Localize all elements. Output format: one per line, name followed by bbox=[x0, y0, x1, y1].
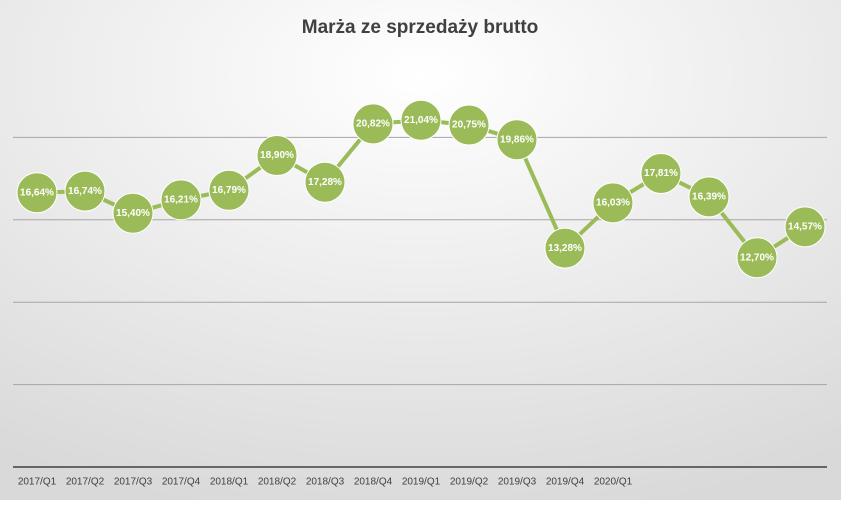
x-tick-label: 2018/Q4 bbox=[354, 477, 393, 488]
marker bbox=[352, 103, 394, 145]
data-label: 13,28% bbox=[548, 243, 582, 254]
data-label: 16,03% bbox=[596, 197, 630, 208]
marker bbox=[112, 192, 154, 234]
x-tick-label: 2019/Q1 bbox=[402, 477, 441, 488]
data-label: 18,90% bbox=[260, 150, 294, 161]
data-label: 20,75% bbox=[452, 120, 486, 131]
data-label: 17,28% bbox=[308, 177, 342, 188]
marker bbox=[256, 135, 298, 177]
x-tick-label: 2017/Q1 bbox=[18, 477, 57, 488]
data-label: 16,79% bbox=[212, 185, 246, 196]
data-label: 21,04% bbox=[404, 115, 438, 126]
data-label: 17,81% bbox=[644, 168, 678, 179]
marker bbox=[688, 176, 730, 218]
marker bbox=[160, 179, 202, 221]
marker bbox=[16, 172, 58, 214]
data-label: 16,64% bbox=[20, 187, 54, 198]
x-tick-label: 2018/Q3 bbox=[306, 477, 345, 488]
marker bbox=[640, 152, 682, 194]
marker bbox=[448, 104, 490, 146]
x-tick-label: 2019/Q3 bbox=[498, 477, 537, 488]
x-tick-label: 2017/Q4 bbox=[162, 477, 201, 488]
marker bbox=[496, 119, 538, 161]
marker bbox=[304, 161, 346, 203]
data-label: 19,86% bbox=[500, 134, 534, 145]
data-label: 20,82% bbox=[356, 119, 390, 130]
marker bbox=[400, 99, 442, 141]
marker bbox=[784, 206, 826, 248]
data-label: 14,57% bbox=[788, 222, 822, 233]
data-label: 16,21% bbox=[164, 194, 198, 205]
marker bbox=[544, 227, 586, 269]
x-tick-label: 2018/Q1 bbox=[210, 477, 249, 488]
marker bbox=[64, 170, 106, 212]
marker bbox=[736, 237, 778, 279]
x-tick-label: 2019/Q4 bbox=[546, 477, 585, 488]
chart-title: Marża ze sprzedaży brutto bbox=[302, 17, 539, 38]
data-label: 15,40% bbox=[116, 208, 150, 219]
data-label: 12,70% bbox=[740, 252, 774, 263]
marker bbox=[208, 169, 250, 211]
x-tick-label: 2017/Q2 bbox=[66, 477, 105, 488]
data-label: 16,74% bbox=[68, 186, 102, 197]
x-tick-label: 2018/Q2 bbox=[258, 477, 297, 488]
x-tick-label: 2019/Q2 bbox=[450, 477, 489, 488]
x-tick-label: 2017/Q3 bbox=[114, 477, 153, 488]
data-label: 16,39% bbox=[692, 192, 726, 203]
x-tick-label: 2020/Q1 bbox=[594, 477, 633, 488]
marker bbox=[592, 182, 634, 224]
